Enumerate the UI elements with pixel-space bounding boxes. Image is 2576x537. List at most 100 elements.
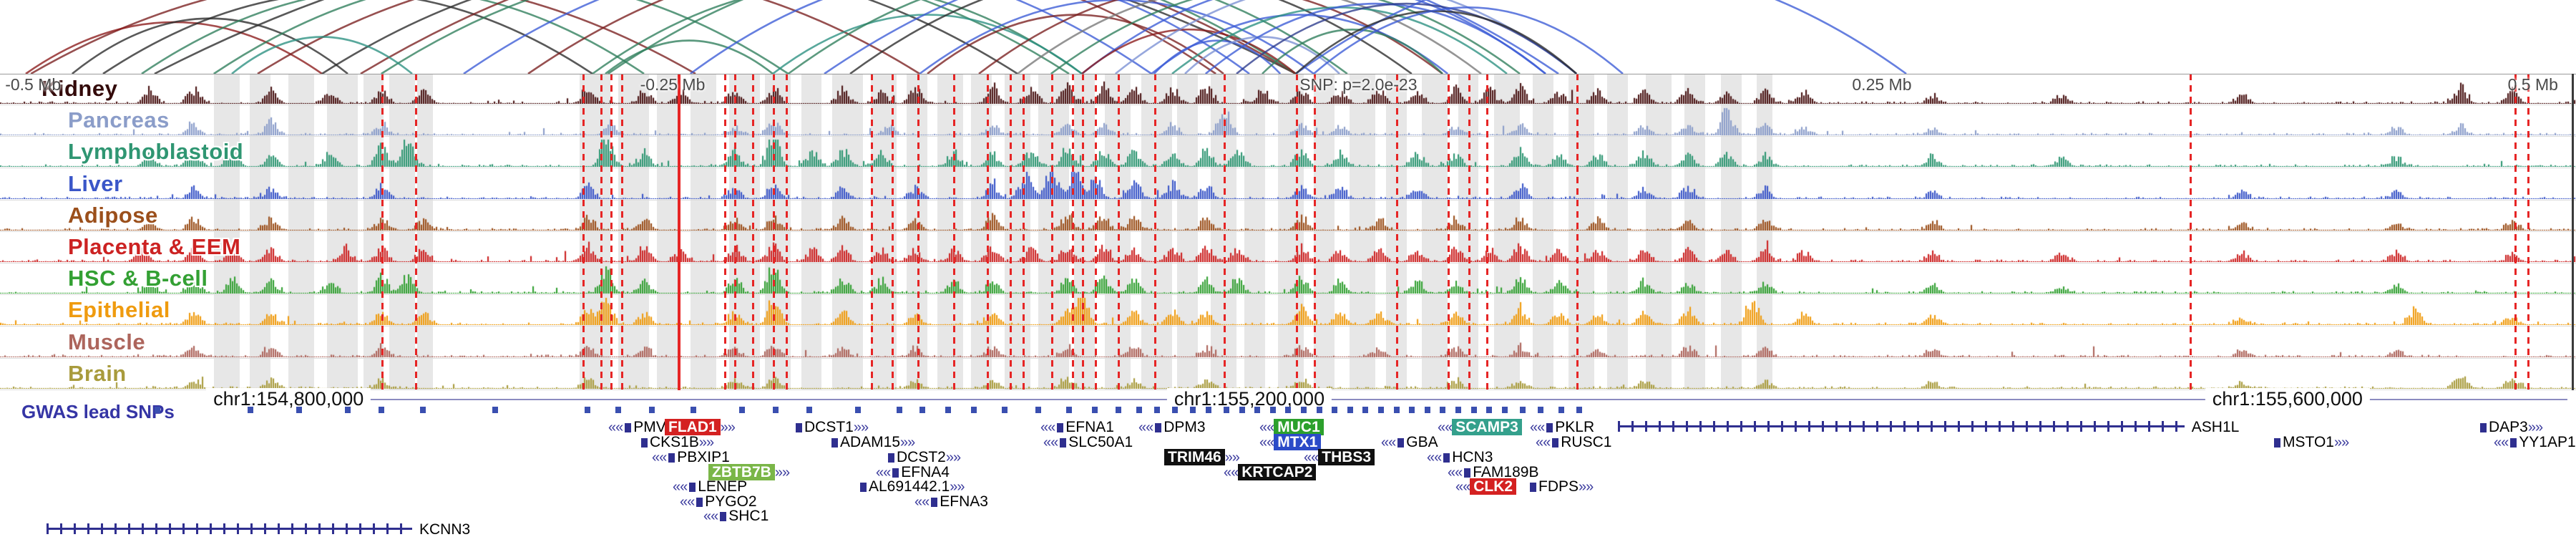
strand-arrows-right-icon: »»	[2527, 420, 2543, 435]
interaction-arc	[1204, 2, 1546, 75]
gene-thbs3[interactable]: «« THBS3	[1304, 449, 1375, 466]
track-row-kidney[interactable]: Kidney	[0, 74, 2576, 105]
gene-efna3[interactable]: «« EFNA3	[914, 493, 988, 511]
gwas-track-label: GWAS lead SNPs	[21, 401, 175, 422]
track-signal-canvas	[0, 232, 2576, 262]
track-row-muscle[interactable]: Muscle	[0, 326, 2576, 359]
gene-dcst1[interactable]: DCST1»»	[794, 419, 869, 436]
track-row-adipose[interactable]: Adipose	[0, 200, 2576, 232]
gene-krtcap2[interactable]: «« KRTCAP2	[1224, 464, 1317, 481]
gwas-snp-marker	[1190, 407, 1196, 413]
gene-body-ash1l[interactable]	[1617, 421, 2185, 432]
gwas-snp-marker	[1486, 407, 1493, 413]
gwas-snp-marker	[1269, 407, 1276, 413]
gene-rusc1[interactable]: «« RUSC1	[1536, 434, 1611, 451]
gwas-snp-marker	[1066, 407, 1073, 413]
gene-shc1[interactable]: «« SHC1	[703, 508, 769, 525]
gene-yy1ap1[interactable]: «« YY1AP1	[2494, 434, 2576, 451]
gene-muc1[interactable]: «« MUC1	[1259, 419, 1324, 436]
gene-dpm3[interactable]: «« DPM3	[1138, 419, 1206, 436]
snp-dashed-line	[2514, 74, 2517, 390]
gene-scamp3[interactable]: «« SCAMP3	[1438, 419, 1522, 436]
track-row-placenta-eem[interactable]: Placenta & EEM	[0, 232, 2576, 263]
gene-mtx1[interactable]: «« MTX1	[1259, 434, 1322, 451]
snp-dashed-line	[1118, 74, 1121, 390]
track-signal-canvas	[0, 200, 2576, 231]
gwas-snp-marker	[1254, 407, 1261, 413]
gwas-snp-marker	[1501, 407, 1508, 413]
snp-dashed-line	[786, 74, 788, 390]
snp-dashed-line	[1023, 74, 1025, 390]
interaction-arc	[102, 0, 593, 75]
gwas-snp-marker	[806, 407, 812, 413]
interaction-arc	[1017, 0, 1482, 75]
track-row-liver[interactable]: Liver	[0, 168, 2576, 200]
track-label: Adipose	[68, 202, 158, 228]
interaction-arc	[1262, 28, 1443, 74]
gene-exon-box	[831, 438, 838, 448]
track-row-lymphoblastoid[interactable]: Lymphoblastoid	[0, 137, 2576, 169]
track-row-brain[interactable]: Brain	[0, 358, 2576, 390]
gene-exon-box	[892, 468, 899, 478]
gene-slc50a1[interactable]: «« SLC50A1	[1043, 434, 1133, 451]
snp-dashed-line	[1468, 74, 1470, 390]
gene-pbxip1[interactable]: «« PBXIP1	[652, 449, 730, 466]
gene-al691442.1[interactable]: AL691442.1»»	[858, 478, 965, 495]
track-row-pancreas[interactable]: Pancreas	[0, 105, 2576, 137]
gene-fam189b[interactable]: «« FAM189B	[1448, 464, 1538, 481]
gene-label: LENEP	[698, 478, 748, 495]
gene-label[interactable]: ASH1L	[2191, 419, 2240, 435]
track-label: Epithelial	[68, 297, 170, 323]
coordinate-axis-line	[215, 399, 2567, 400]
gene-efna1[interactable]: «« EFNA1	[1040, 419, 1114, 436]
track-label: Pancreas	[68, 107, 170, 133]
gene-trim46[interactable]: TRIM46»»	[1164, 449, 1240, 466]
strand-arrows-left-icon: ««	[1304, 450, 1319, 465]
gene-cks1b[interactable]: CKS1B»»	[639, 434, 714, 451]
strand-arrows-left-icon: ««	[914, 494, 930, 510]
snp-dashed-line	[1153, 74, 1156, 390]
gwas-snp-marker	[1362, 407, 1369, 413]
gwas-snp-marker	[1092, 407, 1098, 413]
gene-adam15[interactable]: ADAM15»»	[829, 434, 915, 451]
strand-arrows-left-icon: ««	[1448, 465, 1463, 480]
snp-dashed-line	[1486, 74, 1489, 390]
interaction-arc	[1081, 0, 1546, 75]
gene-msto1[interactable]: MSTO1»»	[2272, 434, 2349, 451]
gene-dcst2[interactable]: DCST2»»	[886, 449, 961, 466]
gene-pygo2[interactable]: «« PYGO2	[680, 493, 757, 511]
track-label: Kidney	[42, 76, 118, 101]
gene-gba[interactable]: «« GBA	[1381, 434, 1438, 451]
gene-flad1[interactable]: FLAD1»»	[665, 419, 736, 436]
gene-label: DAP3	[2489, 419, 2528, 435]
gene-clk2[interactable]: «« CLK2	[1455, 478, 1517, 495]
gene-fdps[interactable]: FDPS»»	[1528, 478, 1594, 495]
gwas-snp-marker	[1576, 407, 1583, 413]
interaction-arc	[605, 39, 774, 75]
strand-arrows-left-icon: ««	[1224, 465, 1239, 480]
gene-dap3[interactable]: DAP3»»	[2478, 419, 2543, 436]
interaction-arc	[463, 0, 1152, 75]
track-row-hsc-b-cell[interactable]: HSC & B-cell	[0, 263, 2576, 296]
track-signal-canvas	[0, 137, 2576, 168]
gene-label[interactable]: KCNN3	[419, 521, 471, 537]
gwas-snp-marker	[1520, 407, 1526, 413]
gwas-snp-marker	[419, 407, 426, 413]
gwas-snp-marker	[1172, 407, 1178, 413]
gwas-snp-marker	[1538, 407, 1544, 413]
gene-efna4[interactable]: «« EFNA4	[876, 464, 950, 481]
gene-label: ADAM15	[840, 434, 901, 450]
gene-zbtb7b[interactable]: ZBTB7B»»	[708, 464, 790, 481]
gwas-snp-marker	[1440, 407, 1446, 413]
gene-body-kcnn3[interactable]	[46, 523, 412, 534]
gene-lenep[interactable]: «« LENEP	[673, 478, 747, 495]
gene-pklr[interactable]: «« PKLR	[1530, 419, 1594, 436]
snp-dashed-line	[723, 74, 726, 390]
gene-exon-box	[720, 512, 727, 521]
snp-dashed-line	[752, 74, 755, 390]
track-row-epithelial[interactable]: Epithelial	[0, 295, 2576, 327]
gene-hcn3[interactable]: «« HCN3	[1427, 449, 1493, 466]
strand-arrows-right-icon: »»	[950, 479, 965, 495]
gwas-snp-marker	[945, 407, 952, 413]
track-signal-canvas	[0, 263, 2576, 294]
